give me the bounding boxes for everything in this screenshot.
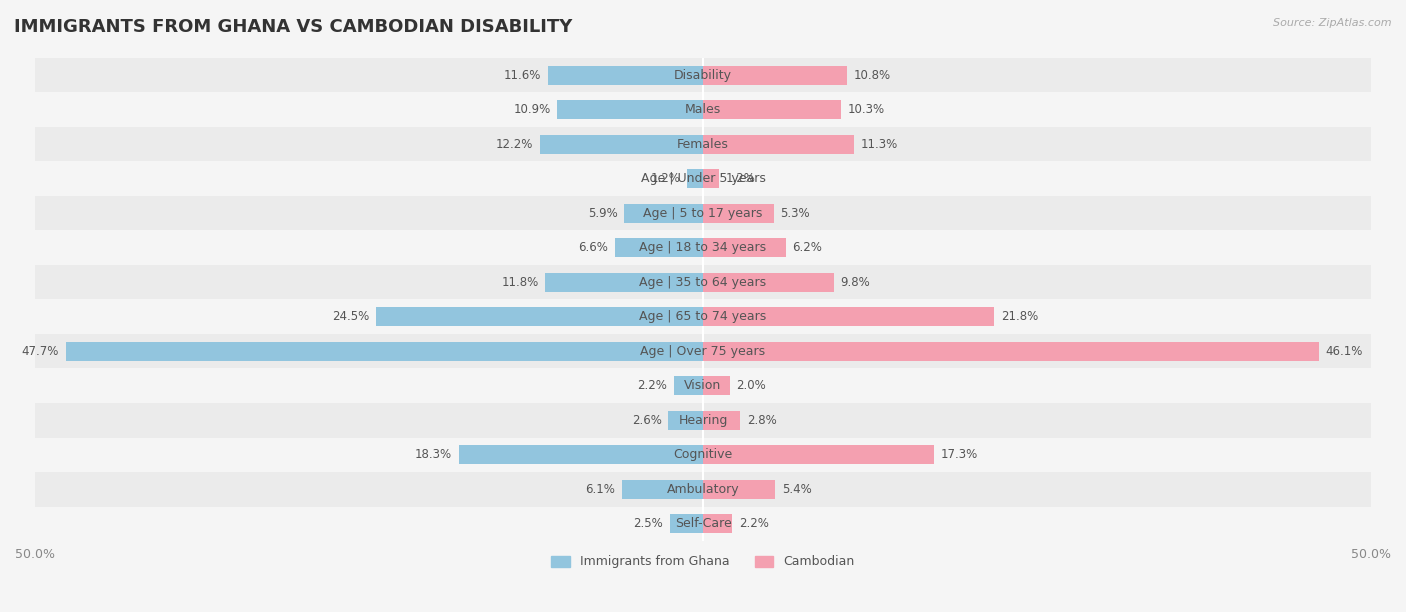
Bar (703, 100, 841, 119)
Bar (548, 65, 703, 84)
Bar (35, 472, 1371, 507)
Bar (703, 341, 1319, 360)
Text: Age | Under 5 years: Age | Under 5 years (641, 172, 765, 185)
Bar (35, 92, 1371, 127)
Text: Self-Care: Self-Care (675, 517, 731, 531)
Bar (673, 376, 703, 395)
Text: 1.2%: 1.2% (651, 172, 681, 185)
Text: 21.8%: 21.8% (1001, 310, 1038, 323)
Text: Males: Males (685, 103, 721, 116)
Text: 11.6%: 11.6% (503, 69, 541, 81)
Text: 46.1%: 46.1% (1326, 345, 1362, 358)
Bar (703, 307, 994, 326)
Bar (66, 341, 703, 360)
Text: Vision: Vision (685, 379, 721, 392)
Bar (35, 265, 1371, 299)
Bar (557, 100, 703, 119)
Legend: Immigrants from Ghana, Cambodian: Immigrants from Ghana, Cambodian (547, 550, 859, 573)
Bar (688, 169, 703, 188)
Text: Age | 65 to 74 years: Age | 65 to 74 years (640, 310, 766, 323)
Bar (35, 403, 1371, 438)
Text: 1.2%: 1.2% (725, 172, 755, 185)
Text: 11.3%: 11.3% (860, 138, 898, 151)
Text: Ambulatory: Ambulatory (666, 483, 740, 496)
Text: Hearing: Hearing (678, 414, 728, 427)
Text: 11.8%: 11.8% (502, 275, 538, 289)
Text: 24.5%: 24.5% (332, 310, 368, 323)
Text: Cognitive: Cognitive (673, 448, 733, 461)
Bar (703, 273, 834, 292)
Text: 2.8%: 2.8% (747, 414, 778, 427)
Text: 5.9%: 5.9% (588, 207, 617, 220)
Text: 10.9%: 10.9% (513, 103, 551, 116)
Text: 18.3%: 18.3% (415, 448, 451, 461)
Bar (35, 196, 1371, 231)
Bar (35, 507, 1371, 541)
Text: 2.0%: 2.0% (737, 379, 766, 392)
Text: 2.2%: 2.2% (637, 379, 666, 392)
Bar (35, 299, 1371, 334)
Text: Source: ZipAtlas.com: Source: ZipAtlas.com (1274, 18, 1392, 28)
Text: Disability: Disability (673, 69, 733, 81)
Bar (35, 368, 1371, 403)
Bar (703, 376, 730, 395)
Bar (703, 411, 741, 430)
Text: Females: Females (678, 138, 728, 151)
Bar (35, 231, 1371, 265)
Bar (669, 514, 703, 533)
Bar (703, 65, 848, 84)
Text: Age | Over 75 years: Age | Over 75 years (641, 345, 765, 358)
Bar (621, 480, 703, 499)
Bar (703, 514, 733, 533)
Text: 10.3%: 10.3% (848, 103, 884, 116)
Text: Age | 35 to 64 years: Age | 35 to 64 years (640, 275, 766, 289)
Text: 2.2%: 2.2% (740, 517, 769, 531)
Bar (35, 334, 1371, 368)
Bar (35, 438, 1371, 472)
Text: 47.7%: 47.7% (21, 345, 59, 358)
Text: 12.2%: 12.2% (496, 138, 533, 151)
Text: 10.8%: 10.8% (853, 69, 891, 81)
Text: 6.1%: 6.1% (585, 483, 614, 496)
Bar (546, 273, 703, 292)
Bar (540, 135, 703, 154)
Text: IMMIGRANTS FROM GHANA VS CAMBODIAN DISABILITY: IMMIGRANTS FROM GHANA VS CAMBODIAN DISAB… (14, 18, 572, 36)
Bar (703, 480, 775, 499)
Text: 5.3%: 5.3% (780, 207, 810, 220)
Bar (668, 411, 703, 430)
Bar (703, 238, 786, 257)
Text: 6.6%: 6.6% (578, 241, 609, 254)
Text: 9.8%: 9.8% (841, 275, 870, 289)
Bar (458, 446, 703, 465)
Text: 2.5%: 2.5% (633, 517, 662, 531)
Bar (35, 162, 1371, 196)
Text: Age | 5 to 17 years: Age | 5 to 17 years (644, 207, 762, 220)
Bar (614, 238, 703, 257)
Text: 17.3%: 17.3% (941, 448, 979, 461)
Text: 5.4%: 5.4% (782, 483, 811, 496)
Text: 6.2%: 6.2% (793, 241, 823, 254)
Bar (703, 135, 853, 154)
Text: 2.6%: 2.6% (631, 414, 662, 427)
Bar (703, 446, 934, 465)
Bar (375, 307, 703, 326)
Bar (624, 204, 703, 223)
Bar (703, 169, 718, 188)
Text: Age | 18 to 34 years: Age | 18 to 34 years (640, 241, 766, 254)
Bar (703, 204, 773, 223)
Bar (35, 58, 1371, 92)
Bar (35, 127, 1371, 162)
